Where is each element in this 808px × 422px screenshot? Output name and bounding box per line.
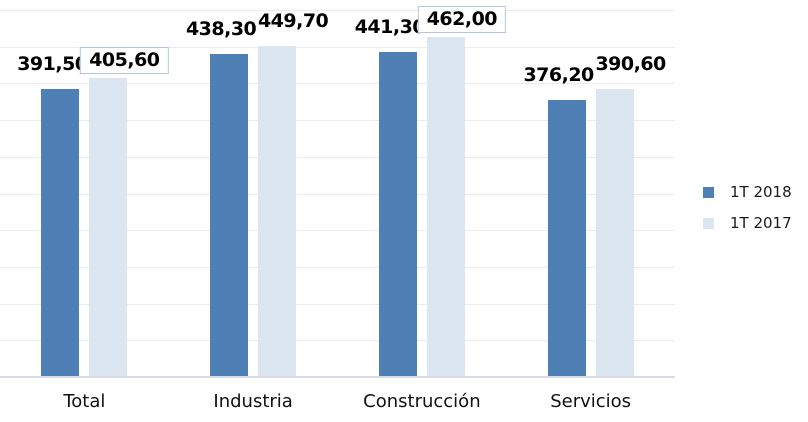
x-axis-line <box>0 376 675 378</box>
data-label-1t-2018-total: 391,50 <box>17 52 88 75</box>
gridline-250 <box>0 193 675 195</box>
bar-1t-2017-industria <box>258 45 297 376</box>
x-axis-label-total: Total <box>63 391 106 412</box>
gridline-150 <box>0 266 675 268</box>
data-label-1t-2017-construccion: 462,00 <box>417 6 507 33</box>
bar-1t-2017-total <box>89 78 128 376</box>
legend-label-1t-2018: 1T 2018 <box>730 183 792 201</box>
legend-swatch-icon <box>703 186 714 198</box>
gridline-300 <box>0 156 675 158</box>
gridline-500 <box>0 10 675 11</box>
bar-1t-2018-construccion <box>378 52 417 376</box>
data-label-1t-2017-total: 405,60 <box>80 47 169 75</box>
plot-area: 391,50 405,60 438,30 449,70 441,30 462,00 376,… <box>0 6 675 378</box>
data-label-1t-2017-servicios: 390,60 <box>595 53 666 76</box>
data-label-1t-2018-construccion: 441,30 <box>354 16 426 39</box>
gridline-400 <box>0 83 675 85</box>
data-label-1t-2018-industria: 438,30 <box>185 18 257 41</box>
x-axis-label-industria: Industria <box>213 391 293 412</box>
data-label-1t-2018-servicios: 376,20 <box>523 63 594 86</box>
gridline-100 <box>0 303 675 305</box>
gridline-200 <box>0 230 675 232</box>
legend-label-1t-2017: 1T 2017 <box>730 214 792 232</box>
bar-1t-2018-industria <box>210 54 249 376</box>
legend-item-1t-2017: 1T 2017 <box>699 212 792 234</box>
gridline-350 <box>0 120 675 122</box>
x-axis-label-construccion: Construcción <box>363 391 481 412</box>
legend: 1T 2018 1T 2017 <box>699 181 792 243</box>
legend-item-1t-2018: 1T 2018 <box>699 181 792 203</box>
gridline-50 <box>0 340 675 342</box>
gridline-450 <box>0 46 675 48</box>
bar-1t-2017-servicios <box>595 89 634 376</box>
legend-swatch-icon <box>703 217 714 229</box>
bar-1t-2017-construccion <box>426 36 465 376</box>
bar-1t-2018-servicios <box>547 99 586 376</box>
data-label-1t-2017-industria: 449,70 <box>257 10 329 33</box>
x-axis-label-servicios: Servicios <box>550 391 632 412</box>
bar-1t-2018-total <box>41 88 80 376</box>
